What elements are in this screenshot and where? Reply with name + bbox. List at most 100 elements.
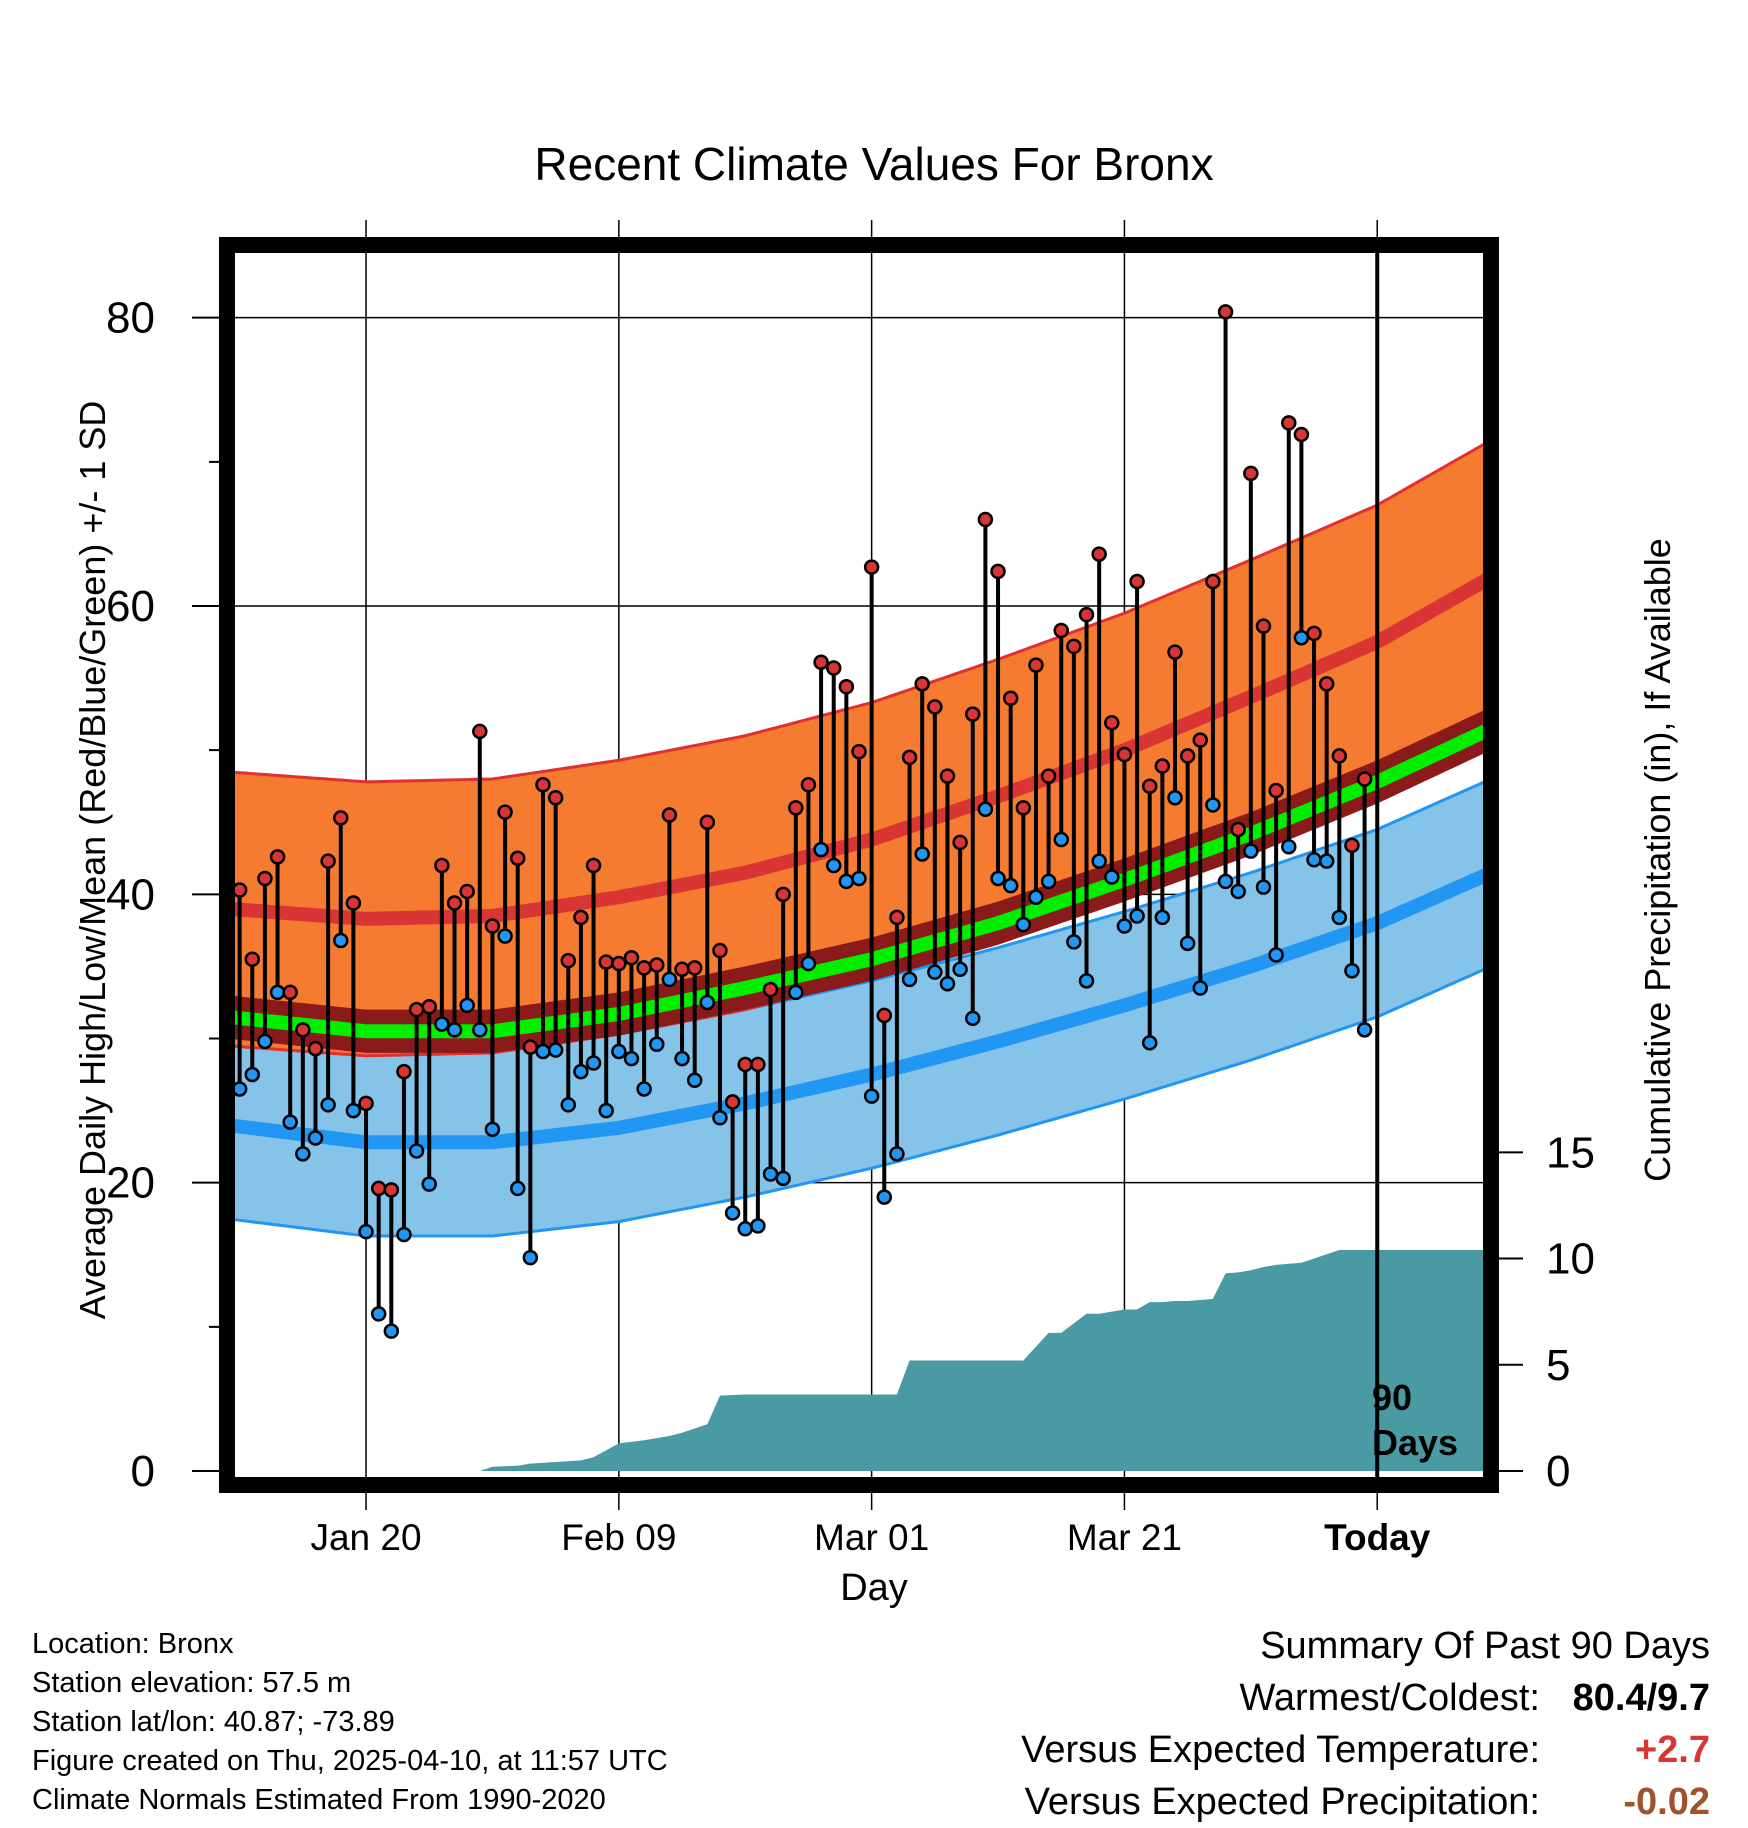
daily-high-point — [661, 807, 678, 823]
daily-low-point — [712, 1110, 728, 1126]
daily-low-point — [434, 1016, 450, 1032]
daily-high-point — [231, 882, 248, 898]
daily-high-point — [1217, 304, 1234, 320]
daily-high-point — [1141, 778, 1158, 794]
daily-high-point — [750, 1056, 766, 1073]
summary-precip-row: Versus Expected Precipitation: -0.02 — [1021, 1776, 1710, 1828]
daily-low-point — [825, 857, 842, 874]
daily-low-point — [990, 870, 1006, 887]
y2-tick-label: 15 — [1546, 1128, 1595, 1177]
daily-high-point — [1015, 800, 1032, 816]
info-latlon: Station lat/lon: 40.87; -73.89 — [32, 1706, 395, 1738]
daily-high-point — [863, 559, 880, 575]
daily-low-point — [560, 1097, 577, 1113]
daily-low-point — [1356, 1022, 1373, 1038]
daily-low-point — [775, 1170, 791, 1187]
daily-low-point — [307, 1130, 324, 1146]
daily-high-point — [636, 960, 652, 976]
daily-high-point — [1192, 732, 1209, 748]
daily-high-point — [901, 749, 918, 766]
daily-high-point — [509, 850, 526, 867]
daily-low-point — [497, 928, 513, 944]
y2-tick-label: 0 — [1546, 1447, 1570, 1496]
daily-low-point — [1028, 889, 1044, 905]
daily-low-point — [762, 1166, 779, 1182]
y2-axis-label: Cumulative Precipitation (in), If Availa… — [1637, 538, 1678, 1182]
daily-high-point — [1078, 606, 1095, 623]
daily-high-point — [838, 678, 855, 695]
daily-low-point — [269, 984, 286, 1001]
mean-normal-line — [226, 722, 1494, 1039]
station-info: Location: Bronx Station elevation: 57.5 … — [32, 1625, 668, 1820]
daily-high-point — [1205, 573, 1221, 590]
daily-low-point — [345, 1102, 362, 1119]
precip-area — [227, 1250, 1491, 1471]
daily-high-point — [623, 950, 640, 966]
daily-high-point — [497, 804, 513, 820]
x-axis-label: Day — [840, 1567, 908, 1609]
daily-low-point — [1344, 962, 1360, 979]
daily-high-point — [560, 952, 577, 969]
daily-high-point — [434, 857, 450, 874]
daily-high-point — [257, 870, 273, 887]
summary-panel: Summary Of Past 90 Days Warmest/Coldest:… — [1021, 1620, 1710, 1828]
daily-low-point — [1205, 797, 1221, 813]
daily-high-point — [674, 961, 690, 978]
daily-low-point — [358, 1223, 374, 1240]
daily-low-point — [1217, 873, 1234, 890]
daily-low-point — [889, 1146, 905, 1162]
today-days-label: Days — [1372, 1422, 1458, 1463]
daily-low-point — [1066, 934, 1082, 950]
daily-low-point — [611, 1043, 627, 1060]
low-sd-band — [227, 779, 1491, 1237]
daily-high-point — [775, 886, 791, 903]
daily-low-point — [231, 1081, 248, 1097]
daily-low-point — [699, 994, 716, 1011]
y-tick-label: 40 — [106, 870, 155, 919]
daily-high-point — [1002, 690, 1019, 707]
daily-high-point — [1104, 715, 1120, 731]
daily-high-point — [598, 954, 614, 970]
daily-low-point — [1129, 908, 1145, 924]
daily-low-point — [927, 964, 943, 980]
daily-high-point — [472, 723, 488, 740]
y2-tick-label: 10 — [1546, 1235, 1595, 1284]
info-normals: Climate Normals Estimated From 1990-2020 — [32, 1784, 606, 1816]
daily-high-point — [649, 957, 665, 973]
daily-low-point — [649, 1036, 665, 1053]
daily-low-point — [396, 1226, 412, 1243]
daily-high-point — [446, 895, 463, 911]
daily-low-point — [446, 1022, 463, 1038]
daily-low-point — [838, 873, 855, 890]
info-elevation: Station elevation: 57.5 m — [32, 1667, 352, 1699]
daily-low-point — [1230, 883, 1246, 900]
daily-low-point — [800, 955, 817, 972]
daily-low-point — [623, 1050, 640, 1067]
daily-low-point — [1293, 629, 1310, 646]
daily-high-point — [1281, 415, 1297, 431]
plot-border — [219, 237, 1499, 1493]
daily-high-point — [1243, 465, 1259, 482]
daily-low-point — [952, 961, 968, 978]
daily-high-point — [914, 676, 930, 692]
daily-high-point — [370, 1180, 387, 1197]
daily-high-point — [813, 654, 829, 670]
daily-high-point — [1129, 573, 1145, 590]
x-tick-label: Today — [1324, 1517, 1431, 1558]
daily-high-point — [952, 834, 968, 851]
daily-low-point — [509, 1180, 526, 1197]
daily-high-point — [990, 563, 1006, 580]
daily-high-point — [965, 706, 981, 722]
daily-high-point — [737, 1056, 753, 1073]
plot-frame — [219, 237, 1499, 1493]
daily-low-point — [282, 1114, 298, 1130]
daily-high-point — [788, 800, 804, 816]
low-band-lower-edge — [226, 965, 1492, 1238]
daily-high-point — [547, 789, 564, 806]
daily-high-point — [408, 1001, 425, 1018]
daily-high-point — [358, 1095, 374, 1112]
daily-high-point — [1344, 837, 1360, 854]
summary-temp-label: Versus Expected Temperature: — [1021, 1729, 1540, 1771]
daily-low-point — [1281, 839, 1297, 855]
daily-high-point — [333, 810, 349, 826]
